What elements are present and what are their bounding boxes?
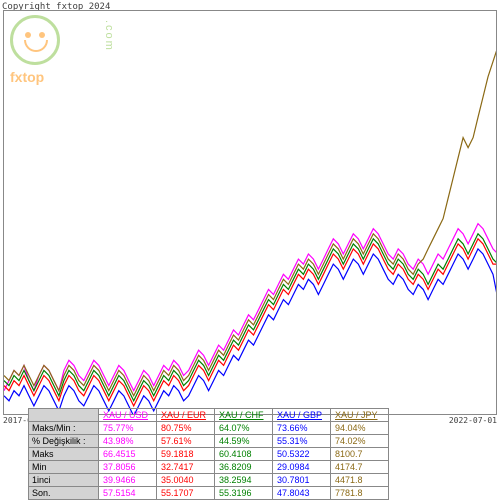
table-cell: 55.1707 [157, 487, 215, 500]
column-header: XAU / EUR [157, 409, 215, 422]
series-line [4, 234, 496, 401]
x-end-date: 2022-07-01 [449, 416, 497, 425]
table-cell: 29.0984 [273, 461, 331, 474]
table-cell: 60.4108 [215, 448, 273, 461]
table-cell: 74.02% [331, 435, 389, 448]
column-header: XAU / USD [99, 409, 157, 422]
chart-lines [4, 11, 496, 414]
table-cell: 43.98% [99, 435, 157, 448]
table-cell: 39.9466 [99, 474, 157, 487]
table-cell: 55.31% [273, 435, 331, 448]
row-label: Maks/Min : [29, 422, 99, 435]
row-label: % Değişkilik : [29, 435, 99, 448]
table-cell: 57.5154 [99, 487, 157, 500]
column-header: XAU / CHF [215, 409, 273, 422]
table-cell: 4174.7 [331, 461, 389, 474]
table-cell: 64.07% [215, 422, 273, 435]
table-cell: 36.8209 [215, 461, 273, 474]
table-cell: 66.4515 [99, 448, 157, 461]
column-header: XAU / JPY [331, 409, 389, 422]
table-cell: 30.7801 [273, 474, 331, 487]
table-cell: 8100.7 [331, 448, 389, 461]
table-cell: 35.0040 [157, 474, 215, 487]
row-label: Son. [29, 487, 99, 500]
series-line [4, 46, 496, 395]
table-cell: 47.8043 [273, 487, 331, 500]
statistics-table: XAU / USDXAU / EURXAU / CHFXAU / GBPXAU … [28, 408, 389, 500]
table-cell: 7781.8 [331, 487, 389, 500]
table-cell: 37.8056 [99, 461, 157, 474]
table-cell: 59.1818 [157, 448, 215, 461]
table-cell: 44.59% [215, 435, 273, 448]
row-label: 1inci [29, 474, 99, 487]
row-label: Maks [29, 448, 99, 461]
price-chart [3, 10, 497, 415]
table-cell: 32.7417 [157, 461, 215, 474]
table-cell: 57.61% [157, 435, 215, 448]
table-cell: 50.5322 [273, 448, 331, 461]
column-header: XAU / GBP [273, 409, 331, 422]
table-cell: 38.2594 [215, 474, 273, 487]
table-cell: 73.66% [273, 422, 331, 435]
series-line [4, 224, 496, 391]
table-cell: 75.77% [99, 422, 157, 435]
table-cell: 80.75% [157, 422, 215, 435]
row-label: Min [29, 461, 99, 474]
table-cell: 55.3196 [215, 487, 273, 500]
table-corner [29, 409, 99, 422]
table-cell: 94.04% [331, 422, 389, 435]
table-cell: 4471.8 [331, 474, 389, 487]
